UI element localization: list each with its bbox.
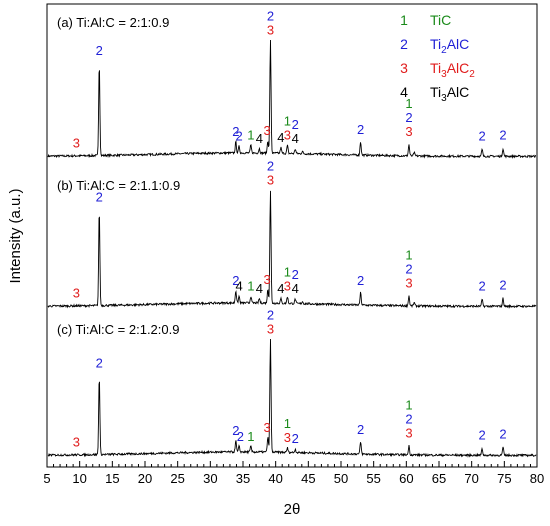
peak-label: 2 — [96, 43, 103, 58]
panel-label-3: (c) Ti:Al:C = 2:1.2:0.9 — [57, 322, 179, 337]
x-axis-ticks: 5 10 15 20 25 30 35 40 45 50 55 60 65 70 75 80 — [43, 461, 544, 486]
peak-label: 1 — [405, 96, 412, 111]
peak-label: 4 — [256, 281, 263, 296]
x-tick-label: 65 — [432, 471, 446, 486]
x-tick-label: 80 — [530, 471, 544, 486]
peak-label: 2 — [96, 355, 103, 370]
peak-label: 1 — [284, 265, 291, 280]
x-tick-label: 25 — [170, 471, 184, 486]
peak-label: 2 — [237, 429, 244, 444]
x-tick-label: 70 — [464, 471, 478, 486]
peak-label: 1 — [247, 128, 254, 143]
x-tick-label: 35 — [236, 471, 250, 486]
peak-label: 2 — [267, 158, 274, 173]
panel-label-1: (a) Ti:Al:C = 2:1:0.9 — [57, 15, 169, 30]
peak-label: 2 — [232, 273, 239, 288]
peak-label: 3 — [264, 272, 271, 287]
peak-label: 2 — [232, 124, 239, 139]
x-tick-label: 20 — [138, 471, 152, 486]
peak-label: 3 — [284, 279, 291, 294]
xrd-trace-1 — [47, 39, 536, 160]
x-tick-label: 15 — [105, 471, 119, 486]
legend-label: Ti3AlC2 — [430, 60, 475, 80]
legend-key: 4 — [400, 84, 408, 100]
peak-label: 2 — [405, 110, 412, 125]
peak-label: 1 — [247, 279, 254, 294]
peak-label: 3 — [73, 434, 80, 449]
x-tick-label: 45 — [301, 471, 315, 486]
peak-label: 3 — [267, 172, 274, 187]
peak-label: 2 — [232, 423, 239, 438]
peak-label: 3 — [267, 22, 274, 37]
peak-label: 2 — [405, 261, 412, 276]
peak-label: 3 — [284, 430, 291, 445]
peak-label: 3 — [73, 285, 80, 300]
x-tick-label: 5 — [43, 471, 50, 486]
x-tick-label: 50 — [334, 471, 348, 486]
peak-label: 4 — [256, 131, 263, 146]
peak-label: 4 — [277, 130, 284, 145]
peak-label: 4 — [235, 279, 242, 294]
x-tick-label: 60 — [399, 471, 413, 486]
x-tick-label: 10 — [72, 471, 86, 486]
peak-label: 1 — [405, 247, 412, 262]
plot-frame — [46, 3, 538, 468]
legend-label: TiC — [430, 12, 451, 28]
peak-label: 2 — [357, 422, 364, 437]
x-tick-label: 55 — [366, 471, 380, 486]
y-axis-title: Intensity (a.u.) — [7, 188, 24, 283]
xrd-trace-2 — [47, 190, 537, 309]
panel-label-2: (b) Ti:Al:C = 2:1.1:0.9 — [57, 178, 180, 193]
peak-label: 2 — [357, 273, 364, 288]
peak-label: 1 — [405, 397, 412, 412]
peak-label: 1 — [284, 416, 291, 431]
x-tick-label: 75 — [497, 471, 511, 486]
xrd-traces — [47, 39, 537, 458]
peak-label: 2 — [267, 307, 274, 322]
peak-label: 3 — [264, 123, 271, 138]
peak-label: 3 — [405, 124, 412, 139]
peak-label: 2 — [235, 129, 242, 144]
peak-label: 1 — [247, 429, 254, 444]
peak-label: 2 — [499, 278, 506, 293]
peak-label: 3 — [284, 128, 291, 143]
x-tick-label: 30 — [203, 471, 217, 486]
peak-label: 2 — [292, 431, 299, 446]
legend-label: Ti2AlC — [430, 36, 469, 56]
peak-label: 2 — [292, 267, 299, 282]
peak-label: 3 — [73, 135, 80, 150]
peak-label: 2 — [499, 128, 506, 143]
peak-label: 2 — [267, 8, 274, 23]
legend-label: Ti3AlC — [430, 84, 469, 104]
peak-label: 2 — [405, 411, 412, 426]
peak-label: 4 — [277, 281, 284, 296]
peak-label: 1 — [284, 114, 291, 129]
peak-label: 2 — [499, 427, 506, 442]
peak-label: 2 — [292, 117, 299, 132]
peak-label: 3 — [405, 425, 412, 440]
legend: 1 TiC 2 Ti2AlC 3 Ti3AlC2 4 Ti3AlC — [400, 12, 475, 104]
peak-label: 3 — [405, 275, 412, 290]
x-axis-title: 2θ — [284, 501, 301, 518]
peak-label: 4 — [292, 281, 299, 296]
legend-key: 1 — [400, 12, 408, 28]
legend-key: 3 — [400, 60, 408, 76]
peak-label: 2 — [479, 279, 486, 294]
legend-key: 2 — [400, 36, 408, 52]
peak-label: 3 — [267, 321, 274, 336]
peak-label: 2 — [479, 428, 486, 443]
peak-label: 4 — [292, 131, 299, 146]
peak-label: 2 — [96, 189, 103, 204]
peak-label: 2 — [479, 129, 486, 144]
x-tick-label: 40 — [268, 471, 282, 486]
xrd-trace-3 — [47, 338, 537, 458]
peak-label: 2 — [357, 122, 364, 137]
peak-label: 3 — [264, 420, 271, 435]
